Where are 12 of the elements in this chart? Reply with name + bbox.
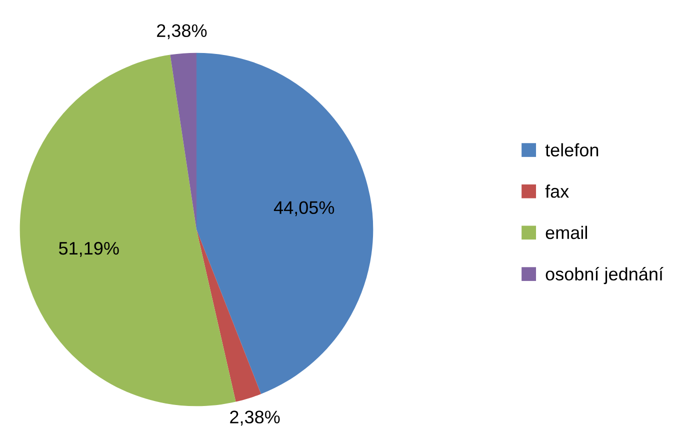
pie-slice	[20, 54, 236, 406]
data-label: 44,05%	[274, 201, 334, 216]
legend-label: osobní jednání	[546, 267, 664, 284]
legend-label: telefon	[545, 143, 598, 156]
pie-slice	[196, 230, 262, 402]
legend-label: fax	[545, 184, 569, 198]
legend-label: email	[546, 226, 587, 240]
data-label: 2,38%	[230, 410, 280, 426]
data-label: 51,19%	[58, 242, 119, 257]
pie-slice	[170, 52, 196, 230]
pie-slice	[196, 52, 374, 394]
data-label: 2,38%	[157, 24, 207, 40]
